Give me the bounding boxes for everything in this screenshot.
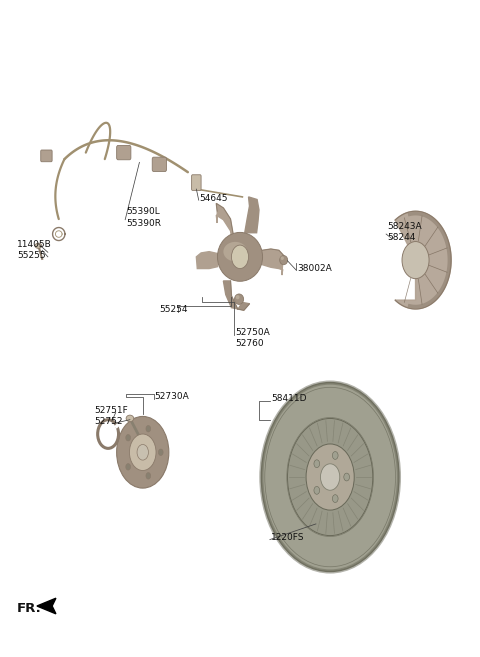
Text: 55255: 55255: [17, 251, 46, 260]
Polygon shape: [37, 598, 56, 614]
Text: 55254: 55254: [159, 305, 188, 314]
Circle shape: [321, 464, 340, 490]
Circle shape: [137, 444, 148, 460]
Text: 52730A: 52730A: [155, 392, 189, 401]
Polygon shape: [223, 281, 250, 310]
Text: 52751F: 52751F: [94, 406, 128, 415]
Polygon shape: [196, 252, 218, 269]
Circle shape: [126, 464, 131, 470]
Ellipse shape: [280, 256, 288, 265]
Circle shape: [402, 242, 429, 279]
Circle shape: [158, 449, 163, 455]
Text: 1220FS: 1220FS: [271, 533, 304, 542]
Text: FR.: FR.: [17, 602, 42, 615]
Polygon shape: [245, 197, 259, 233]
Text: 55390L: 55390L: [126, 208, 160, 216]
Circle shape: [231, 245, 249, 269]
Circle shape: [314, 460, 320, 468]
Text: 55390R: 55390R: [126, 219, 161, 227]
Ellipse shape: [35, 243, 42, 248]
Circle shape: [130, 434, 156, 470]
Circle shape: [332, 451, 338, 459]
Ellipse shape: [223, 242, 247, 261]
Polygon shape: [395, 212, 451, 309]
Circle shape: [261, 382, 399, 572]
FancyBboxPatch shape: [41, 150, 52, 162]
Circle shape: [126, 434, 131, 441]
Ellipse shape: [235, 294, 244, 304]
Circle shape: [117, 417, 169, 488]
Circle shape: [129, 433, 167, 485]
Circle shape: [344, 473, 349, 481]
Text: 58411D: 58411D: [271, 394, 306, 403]
Text: 11405B: 11405B: [17, 240, 52, 249]
Ellipse shape: [126, 415, 134, 422]
Ellipse shape: [236, 295, 240, 300]
Text: 54645: 54645: [200, 194, 228, 204]
FancyBboxPatch shape: [152, 157, 167, 171]
Circle shape: [288, 419, 373, 535]
Text: 52760: 52760: [235, 339, 264, 348]
Circle shape: [306, 444, 354, 510]
Text: 58244: 58244: [387, 233, 416, 242]
Circle shape: [314, 486, 320, 494]
Ellipse shape: [281, 256, 284, 260]
Ellipse shape: [217, 233, 263, 281]
Circle shape: [146, 426, 151, 432]
Text: 52752: 52752: [94, 417, 122, 426]
FancyBboxPatch shape: [192, 175, 201, 191]
Circle shape: [332, 495, 338, 503]
FancyBboxPatch shape: [117, 145, 131, 160]
Polygon shape: [216, 204, 233, 244]
Circle shape: [146, 472, 151, 479]
Polygon shape: [262, 249, 284, 275]
Text: 52750A: 52750A: [235, 328, 270, 337]
Text: 58243A: 58243A: [387, 222, 422, 231]
Text: 38002A: 38002A: [297, 264, 332, 273]
